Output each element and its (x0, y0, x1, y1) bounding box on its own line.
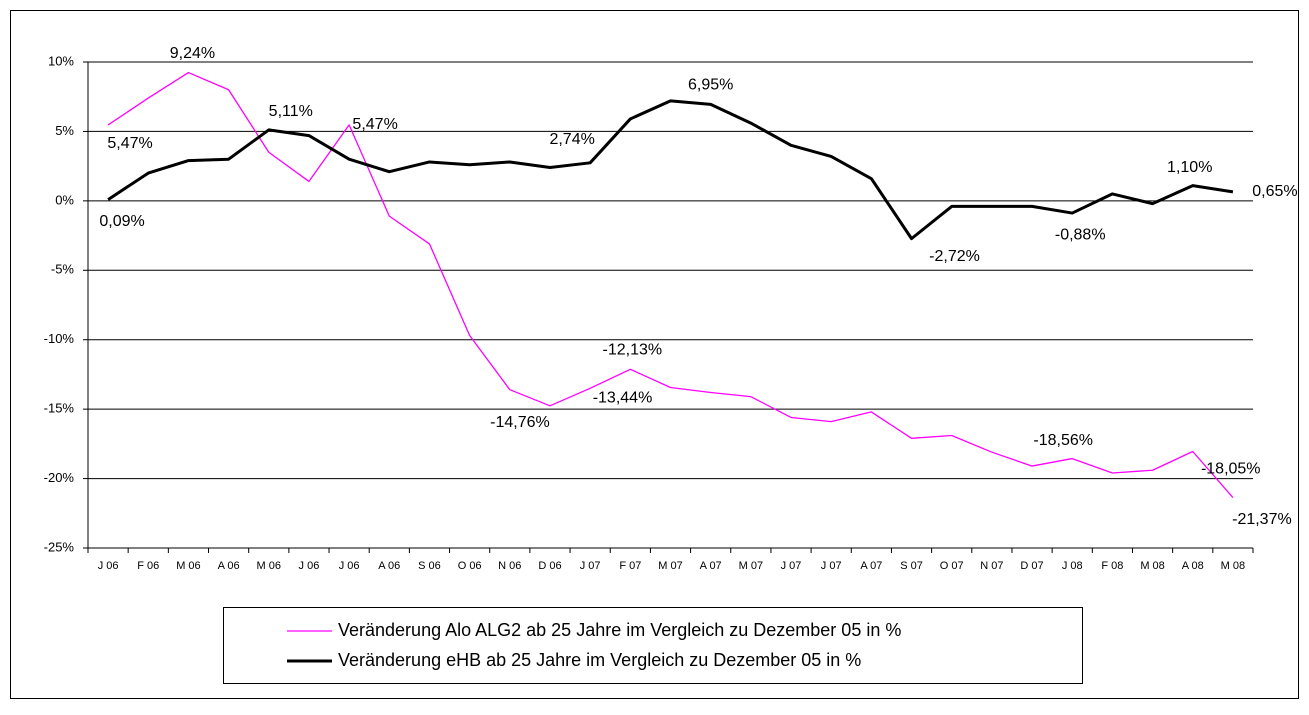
x-tick-label: J 07 (580, 560, 601, 572)
x-tick-label: J 06 (299, 560, 320, 572)
x-tick-label: F 06 (137, 560, 159, 572)
x-tick-label: O 07 (940, 560, 964, 572)
data-label: -13,44% (593, 390, 653, 407)
legend-label: Veränderung eHB ab 25 Jahre im Vergleich… (338, 650, 861, 670)
x-tick-label: M 08 (1221, 560, 1245, 572)
series-line (107, 99, 1234, 241)
x-tick-label: D 07 (1020, 560, 1043, 572)
data-label: 5,47% (352, 116, 397, 133)
y-tick-label: 0% (55, 192, 74, 207)
x-tick-label: S 07 (900, 560, 923, 572)
x-tick-label: F 07 (619, 560, 641, 572)
data-label: -12,13% (603, 342, 663, 359)
x-tick-label: A 07 (700, 560, 722, 572)
y-tick-label: -25% (44, 539, 75, 554)
data-label: 2,74% (549, 131, 594, 148)
x-tick-label: J 07 (781, 560, 802, 572)
x-tick-label: S 06 (418, 560, 441, 572)
legend-box (223, 607, 1083, 684)
y-tick-label: 10% (48, 53, 74, 68)
y-tick-label: -15% (44, 401, 75, 416)
x-tick-label: A 06 (378, 560, 400, 572)
x-tick-label: J 08 (1062, 560, 1083, 572)
x-tick-label: F 08 (1101, 560, 1123, 572)
x-tick-label: J 07 (821, 560, 842, 572)
x-tick-label: M 07 (658, 560, 682, 572)
data-label: -14,76% (490, 414, 550, 431)
x-tick-label: A 08 (1182, 560, 1204, 572)
data-label: 5,47% (107, 135, 152, 152)
data-label: 1,10% (1167, 159, 1212, 176)
x-tick-label: N 07 (980, 560, 1003, 572)
x-tick-label: M 07 (739, 560, 763, 572)
x-tick-label: M 06 (257, 560, 281, 572)
y-tick-label: -10% (44, 331, 75, 346)
x-tick-label: A 07 (860, 560, 882, 572)
x-tick-label: D 06 (538, 560, 561, 572)
y-tick-label: -20% (44, 470, 75, 485)
data-label: -2,72% (929, 248, 980, 265)
legend-label: Veränderung Alo ALG2 ab 25 Jahre im Verg… (338, 620, 901, 640)
x-tick-label: N 06 (498, 560, 521, 572)
data-label: -18,56% (1033, 432, 1093, 449)
x-tick-label: O 06 (458, 560, 482, 572)
data-label: -18,05% (1201, 461, 1261, 478)
data-label: -21,37% (1232, 511, 1292, 528)
data-label: -0,88% (1055, 226, 1106, 243)
chart-border (10, 10, 1299, 699)
data-label: 6,95% (688, 77, 733, 94)
data-label: 0,09% (99, 213, 144, 230)
x-tick-label: M 06 (176, 560, 200, 572)
series-line (107, 71, 1234, 499)
data-label: 9,24% (170, 45, 215, 62)
y-tick-label: 5% (55, 123, 74, 138)
data-label: 0,65% (1252, 183, 1297, 200)
data-label: 5,11% (269, 103, 313, 120)
x-tick-label: J 06 (339, 560, 360, 572)
x-tick-label: J 06 (98, 560, 119, 572)
x-tick-label: A 06 (218, 560, 240, 572)
y-tick-label: -5% (51, 262, 75, 277)
x-tick-label: M 08 (1140, 560, 1164, 572)
